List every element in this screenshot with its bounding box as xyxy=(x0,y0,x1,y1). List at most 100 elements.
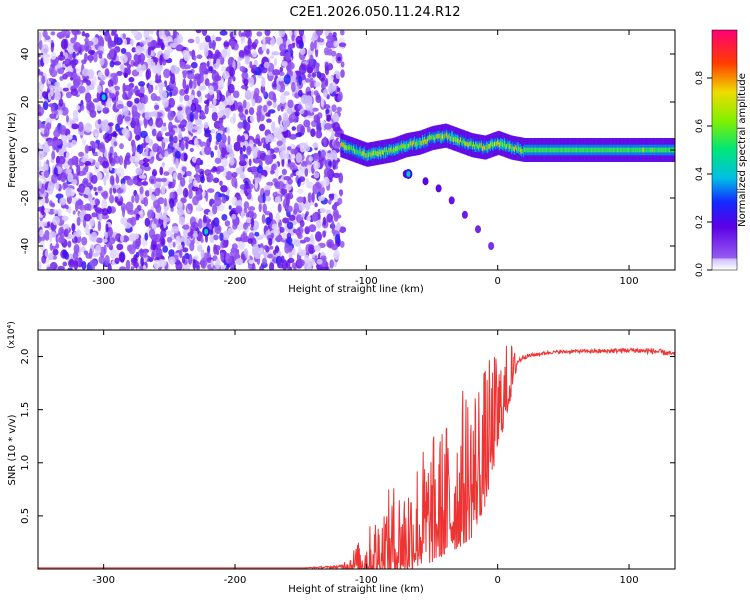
heatmap-cell xyxy=(308,244,315,255)
heatmap-cell xyxy=(216,89,222,94)
heatmap-cell xyxy=(177,201,183,211)
heatmap-cell xyxy=(180,197,187,204)
heatmap-cell xyxy=(242,99,247,109)
colorbar-band xyxy=(712,236,737,239)
heatmap-cell xyxy=(285,182,292,191)
heatmap-cell xyxy=(220,251,225,262)
heatmap-cell xyxy=(130,266,135,270)
heatmap-cell xyxy=(244,109,249,115)
heatmap-cell xyxy=(163,171,170,176)
heatmap-cell xyxy=(242,145,246,152)
y-tick-label: 2.0 xyxy=(20,349,31,365)
heatmap-cell xyxy=(213,234,219,241)
heatmap-noise-field xyxy=(38,30,347,270)
heatmap-cell xyxy=(251,262,256,270)
heatmap-cell xyxy=(48,66,54,75)
heatmap-cell xyxy=(198,85,207,91)
heatmap-cell xyxy=(262,36,266,45)
heatmap-cell xyxy=(328,83,334,94)
heatmap-cell xyxy=(87,192,93,202)
heatmap-cell xyxy=(177,114,184,121)
heatmap-cell xyxy=(267,150,271,156)
heatmap-cell xyxy=(212,177,220,184)
heatmap-cell xyxy=(222,71,230,80)
heatmap-cell xyxy=(297,178,301,188)
colorbar-band xyxy=(712,230,737,233)
heatmap-cell xyxy=(95,207,103,214)
heatmap-cell xyxy=(220,66,227,72)
colorbar-band xyxy=(712,266,737,269)
colorbar-band xyxy=(712,252,737,255)
heatmap-cell xyxy=(213,196,222,207)
heatmap-cell xyxy=(183,51,191,62)
heatmap-cell xyxy=(169,198,175,209)
heatmap-cell xyxy=(48,77,54,82)
heatmap-cell xyxy=(177,172,183,181)
heatmap-cell xyxy=(195,118,202,126)
heatmap-cell xyxy=(212,97,217,106)
heatmap-cell xyxy=(330,149,338,160)
heatmap-cell xyxy=(267,253,274,259)
heatmap-cell xyxy=(220,56,225,65)
heatmap-cell xyxy=(272,101,277,108)
heatmap-cell xyxy=(336,222,341,231)
heatmap-cell xyxy=(222,230,230,241)
colorbar-band xyxy=(712,174,737,177)
heatmap-cell xyxy=(162,138,169,143)
heatmap-cell xyxy=(261,214,266,224)
heatmap-cell xyxy=(238,30,242,37)
heatmap-cell xyxy=(243,30,251,38)
heatmap-cell xyxy=(152,57,159,63)
heatmap-cell xyxy=(88,182,92,187)
colorbar-band xyxy=(712,118,737,121)
heatmap-cell xyxy=(205,35,211,43)
heatmap-cell xyxy=(151,195,157,202)
heatmap-cell xyxy=(135,134,140,141)
heatmap-cell xyxy=(163,34,167,46)
heatmap-cell xyxy=(174,150,181,159)
heatmap-cell xyxy=(299,47,306,55)
colorbar-band xyxy=(712,102,737,105)
heatmap-cell xyxy=(309,104,313,114)
heatmap-cell xyxy=(213,63,220,70)
colorbar-band xyxy=(712,220,737,223)
heatmap-cell xyxy=(217,93,220,101)
heatmap-cell xyxy=(262,257,267,265)
heatmap-cell xyxy=(75,231,79,238)
heatmap-cell xyxy=(58,235,65,244)
heatmap-cell xyxy=(270,54,275,60)
heatmap-cell xyxy=(193,110,199,120)
heatmap-cell xyxy=(95,102,103,112)
heatmap-cell xyxy=(221,196,227,204)
heatmap-cell xyxy=(243,78,249,86)
heatmap-cell xyxy=(269,262,275,270)
heatmap-cell xyxy=(180,61,186,70)
heatmap-cell xyxy=(278,71,285,76)
heatmap-cell xyxy=(98,71,103,78)
colorbar-band xyxy=(712,86,737,89)
heatmap-cell xyxy=(272,178,278,184)
heatmap-cell xyxy=(233,141,241,152)
colorbar-band xyxy=(712,152,737,155)
heatmap-cell xyxy=(325,262,329,268)
heatmap-cell xyxy=(310,128,316,137)
heatmap-cell xyxy=(208,211,213,216)
heatmap-cell xyxy=(161,147,165,158)
heatmap-cell xyxy=(84,161,92,166)
heatmap-cell xyxy=(43,207,51,213)
heatmap-cell xyxy=(55,126,59,132)
heatmap-cell xyxy=(177,208,185,216)
heatmap-cell xyxy=(149,150,155,157)
heatmap-cell xyxy=(263,61,270,69)
heatmap-cell xyxy=(248,158,252,166)
heatmap-cell xyxy=(273,57,277,67)
heatmap-cell xyxy=(145,68,152,80)
colorbar-band xyxy=(712,42,737,45)
heatmap-cell xyxy=(192,125,201,130)
heatmap-cell xyxy=(155,204,162,213)
heatmap-cell xyxy=(303,144,310,152)
heatmap-cell xyxy=(124,84,131,92)
heatmap-cell xyxy=(287,107,293,115)
heatmap-cell xyxy=(276,140,283,146)
colorbar-band xyxy=(712,194,737,197)
